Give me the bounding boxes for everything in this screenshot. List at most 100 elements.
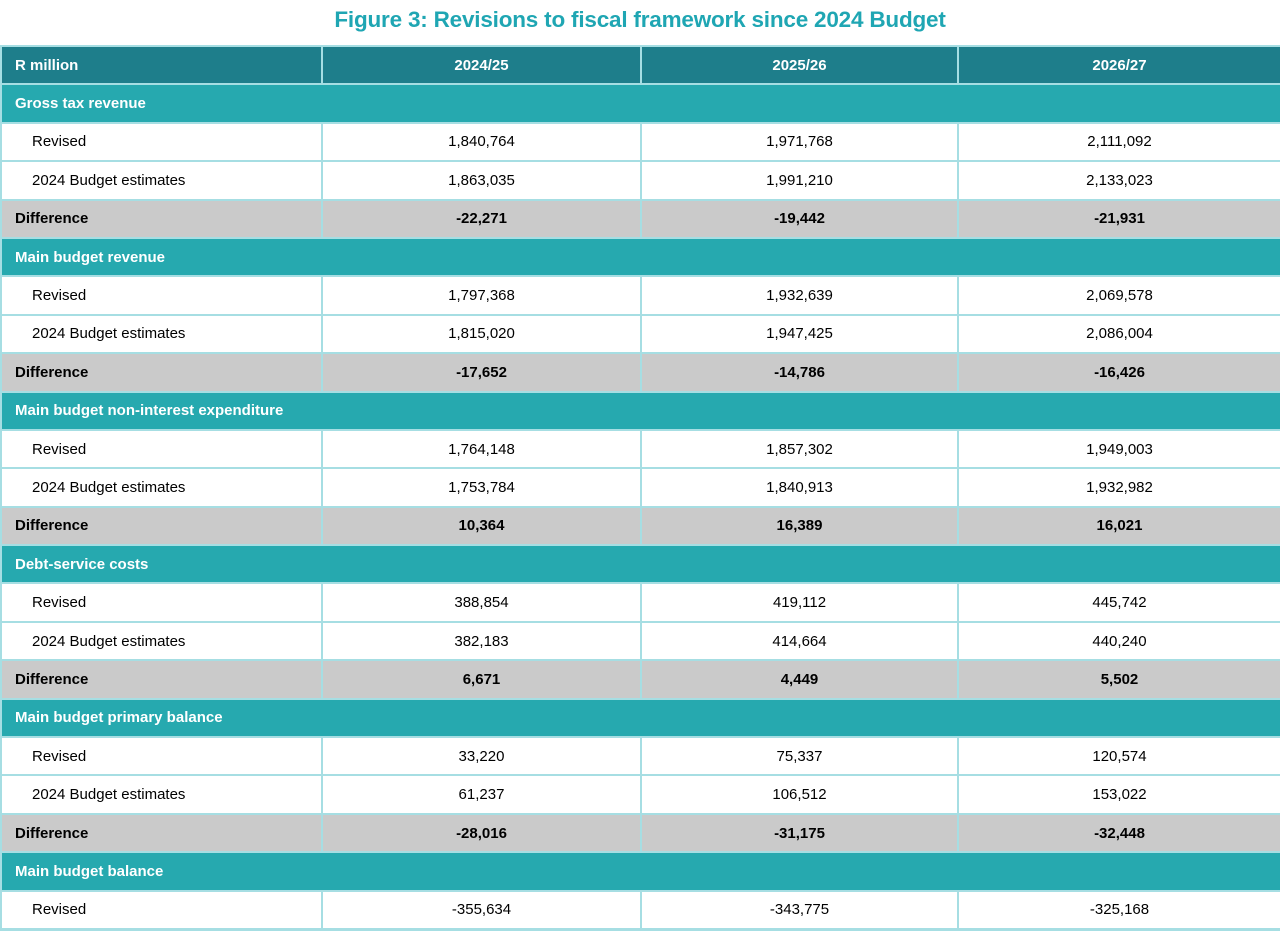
estimates-value: 2,086,004 xyxy=(957,313,1280,355)
difference-value: -22,271 xyxy=(321,198,642,239)
estimates-row: 2024 Budget estimates 1,815,020 1,947,425 2… xyxy=(0,313,1280,355)
section-header-row: Main budget balance xyxy=(0,851,1280,892)
section-title: Debt-service costs xyxy=(0,544,1280,585)
revised-row: Revised 1,797,368 1,932,639 2,069,578 xyxy=(0,275,1280,316)
estimates-value: 2,133,023 xyxy=(957,160,1280,201)
difference-label: Difference xyxy=(0,505,323,547)
col-header-2024-25: 2024/25 xyxy=(321,44,642,86)
estimates-value: 414,664 xyxy=(640,620,959,662)
difference-value: 16,389 xyxy=(640,505,959,547)
difference-value: -19,442 xyxy=(640,198,959,239)
section-title: Main budget balance xyxy=(0,851,1280,892)
difference-value: -21,931 xyxy=(957,198,1280,239)
difference-row: Difference -28,016 -31,175 -32,448 xyxy=(0,812,1280,854)
estimates-label: 2024 Budget estimates xyxy=(0,313,323,355)
difference-row: Difference 10,364 16,389 16,021 xyxy=(0,505,1280,547)
table-header-row: R million 2024/25 2025/26 2026/27 xyxy=(0,44,1280,86)
estimates-row: 2024 Budget estimates 382,183 414,664 440,2… xyxy=(0,620,1280,662)
revised-value: 1,764,148 xyxy=(321,428,642,470)
difference-value: -32,448 xyxy=(957,812,1280,854)
difference-row: Difference -17,652 -14,786 -16,426 xyxy=(0,352,1280,393)
difference-label: Difference xyxy=(0,659,323,700)
estimates-value: 1,840,913 xyxy=(640,467,959,508)
revised-value: -325,168 xyxy=(957,889,1280,931)
estimates-label: 2024 Budget estimates xyxy=(0,467,323,508)
estimates-value: 153,022 xyxy=(957,774,1280,815)
revised-row: Revised 1,764,148 1,857,302 1,949,003 xyxy=(0,428,1280,470)
estimates-value: 382,183 xyxy=(321,620,642,662)
estimates-value: 1,932,982 xyxy=(957,467,1280,508)
revised-row: Revised 1,840,764 1,971,768 2,111,092 xyxy=(0,121,1280,163)
estimates-label: 2024 Budget estimates xyxy=(0,774,323,815)
revised-value: 1,797,368 xyxy=(321,275,642,316)
revised-value: 445,742 xyxy=(957,582,1280,623)
col-header-r-million: R million xyxy=(0,44,323,86)
revised-row: Revised 33,220 75,337 120,574 xyxy=(0,736,1280,777)
revised-row: Revised -355,634 -343,775 -325,168 xyxy=(0,889,1280,931)
revised-value: 1,857,302 xyxy=(640,428,959,470)
difference-label: Difference xyxy=(0,352,323,393)
difference-value: 6,671 xyxy=(321,659,642,700)
revised-value: 419,112 xyxy=(640,582,959,623)
col-header-2025-26: 2025/26 xyxy=(640,44,959,86)
revised-label: Revised xyxy=(0,582,323,623)
estimates-value: 1,753,784 xyxy=(321,467,642,508)
fiscal-framework-table: R million 2024/25 2025/26 2026/27 Gross … xyxy=(0,44,1280,931)
difference-value: 16,021 xyxy=(957,505,1280,547)
figure-title: Figure 3: Revisions to fiscal framework … xyxy=(334,7,946,32)
section-title: Main budget non-interest expenditure xyxy=(0,390,1280,431)
section-header-row: Main budget revenue xyxy=(0,236,1280,278)
revised-value: 75,337 xyxy=(640,736,959,777)
difference-row: Difference 6,671 4,449 5,502 xyxy=(0,659,1280,700)
revised-value: 1,971,768 xyxy=(640,121,959,163)
revised-value: 33,220 xyxy=(321,736,642,777)
section-title: Main budget revenue xyxy=(0,236,1280,278)
estimates-value: 1,815,020 xyxy=(321,313,642,355)
difference-value: 4,449 xyxy=(640,659,959,700)
revised-value: 2,069,578 xyxy=(957,275,1280,316)
difference-value: -16,426 xyxy=(957,352,1280,393)
revised-label: Revised xyxy=(0,428,323,470)
section-header-row: Debt-service costs xyxy=(0,544,1280,585)
estimates-value: 440,240 xyxy=(957,620,1280,662)
difference-value: -14,786 xyxy=(640,352,959,393)
estimates-value: 1,863,035 xyxy=(321,160,642,201)
difference-row: Difference -22,271 -19,442 -21,931 xyxy=(0,198,1280,239)
difference-value: -28,016 xyxy=(321,812,642,854)
estimates-value: 1,947,425 xyxy=(640,313,959,355)
difference-value: -31,175 xyxy=(640,812,959,854)
revised-row: Revised 388,854 419,112 445,742 xyxy=(0,582,1280,623)
difference-value: -17,652 xyxy=(321,352,642,393)
col-header-2026-27: 2026/27 xyxy=(957,44,1280,86)
revised-label: Revised xyxy=(0,275,323,316)
revised-value: 1,840,764 xyxy=(321,121,642,163)
revised-value: 1,949,003 xyxy=(957,428,1280,470)
estimates-row: 2024 Budget estimates 1,863,035 1,991,210 2… xyxy=(0,160,1280,201)
revised-value: 1,932,639 xyxy=(640,275,959,316)
revised-value: 388,854 xyxy=(321,582,642,623)
section-title: Gross tax revenue xyxy=(0,83,1280,124)
revised-label: Revised xyxy=(0,736,323,777)
difference-label: Difference xyxy=(0,812,323,854)
difference-value: 10,364 xyxy=(321,505,642,547)
revised-value: 2,111,092 xyxy=(957,121,1280,163)
section-header-row: Gross tax revenue xyxy=(0,83,1280,124)
difference-value: 5,502 xyxy=(957,659,1280,700)
revised-label: Revised xyxy=(0,889,323,931)
estimates-row: 2024 Budget estimates 61,237 106,512 153,02… xyxy=(0,774,1280,815)
revised-value: -343,775 xyxy=(640,889,959,931)
difference-label: Difference xyxy=(0,198,323,239)
estimates-row: 2024 Budget estimates 1,753,784 1,840,913 1… xyxy=(0,467,1280,508)
revised-value: 120,574 xyxy=(957,736,1280,777)
section-title: Main budget primary balance xyxy=(0,697,1280,739)
revised-value: -355,634 xyxy=(321,889,642,931)
estimates-value: 106,512 xyxy=(640,774,959,815)
estimates-value: 61,237 xyxy=(321,774,642,815)
section-header-row: Main budget non-interest expenditure xyxy=(0,390,1280,431)
estimates-value: 1,991,210 xyxy=(640,160,959,201)
section-header-row: Main budget primary balance xyxy=(0,697,1280,739)
estimates-label: 2024 Budget estimates xyxy=(0,620,323,662)
table-body: Gross tax revenue Revised 1,840,764 1,971,7… xyxy=(0,83,1280,931)
estimates-label: 2024 Budget estimates xyxy=(0,160,323,201)
revised-label: Revised xyxy=(0,121,323,163)
